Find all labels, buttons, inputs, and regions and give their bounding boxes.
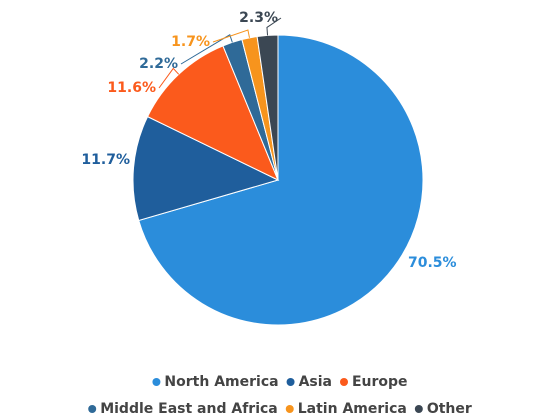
leader-line <box>158 67 180 89</box>
legend-label: Middle East and Africa <box>100 401 278 417</box>
legend-marker <box>414 405 423 413</box>
pie-slice <box>146 45 279 182</box>
data-label: 70.5% <box>408 255 457 271</box>
legend-marker <box>286 378 295 386</box>
legend-marker <box>152 378 161 386</box>
data-label: 11.7% <box>81 152 130 168</box>
legend-label: North America <box>164 374 278 390</box>
legend-label: Latin America <box>298 401 407 417</box>
legend-marker <box>285 405 294 413</box>
leader-line <box>180 34 233 65</box>
data-label: 1.7% <box>171 34 210 50</box>
data-label: 2.3% <box>239 10 278 26</box>
legend-label: Other <box>427 401 472 417</box>
leader-line <box>266 17 282 36</box>
data-label: 2.2% <box>139 56 178 72</box>
pie-slice <box>138 34 424 326</box>
pie-slice <box>132 115 280 222</box>
legend-marker <box>339 378 348 386</box>
legend-label: Europe <box>352 374 408 390</box>
leader-line <box>212 29 250 43</box>
data-label: 11.6% <box>107 80 156 96</box>
legend-label: Asia <box>299 374 332 390</box>
legend-marker <box>88 405 97 413</box>
